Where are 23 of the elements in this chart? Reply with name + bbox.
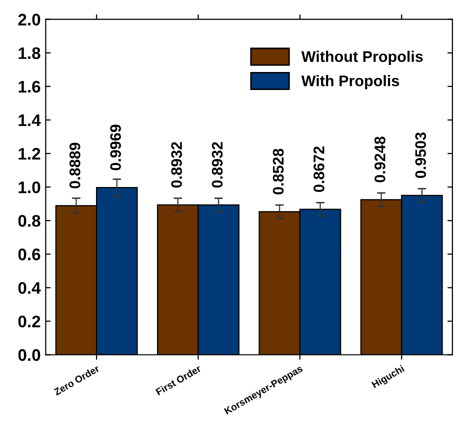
- y-tick-label: 0.4: [18, 282, 41, 294]
- y-tick-label: 1.0: [18, 181, 40, 194]
- data-label: 0.8672: [314, 146, 324, 192]
- x-tick-label: First Order: [155, 364, 202, 396]
- y-tick-label: 1.2: [18, 148, 40, 160]
- data-label: 0.9248: [374, 136, 386, 182]
- legend-label: Without Propolis: [301, 50, 423, 65]
- y-tick-label: 0.8: [18, 214, 40, 227]
- y-tick-label: 1.8: [18, 47, 40, 60]
- y-tick-label: 0.6: [18, 248, 40, 260]
- y-tick-label: 1.4: [18, 114, 41, 126]
- data-label: 0.8889: [69, 142, 80, 188]
- data-label: 0.8932: [171, 142, 182, 188]
- data-label: 0.9969: [110, 124, 121, 170]
- legend-label: With Propolis: [301, 75, 400, 90]
- x-tick-label: Zero Order: [53, 364, 100, 396]
- data-label: 0.8932: [212, 142, 223, 188]
- y-tick-label: 2.0: [18, 14, 40, 26]
- y-tick-label: 1.6: [18, 80, 40, 93]
- data-label: 0.9503: [415, 132, 426, 178]
- data-label: 0.8528: [272, 148, 284, 194]
- y-tick-label: 0.2: [18, 316, 40, 328]
- y-tick-label: 0.0: [18, 349, 40, 361]
